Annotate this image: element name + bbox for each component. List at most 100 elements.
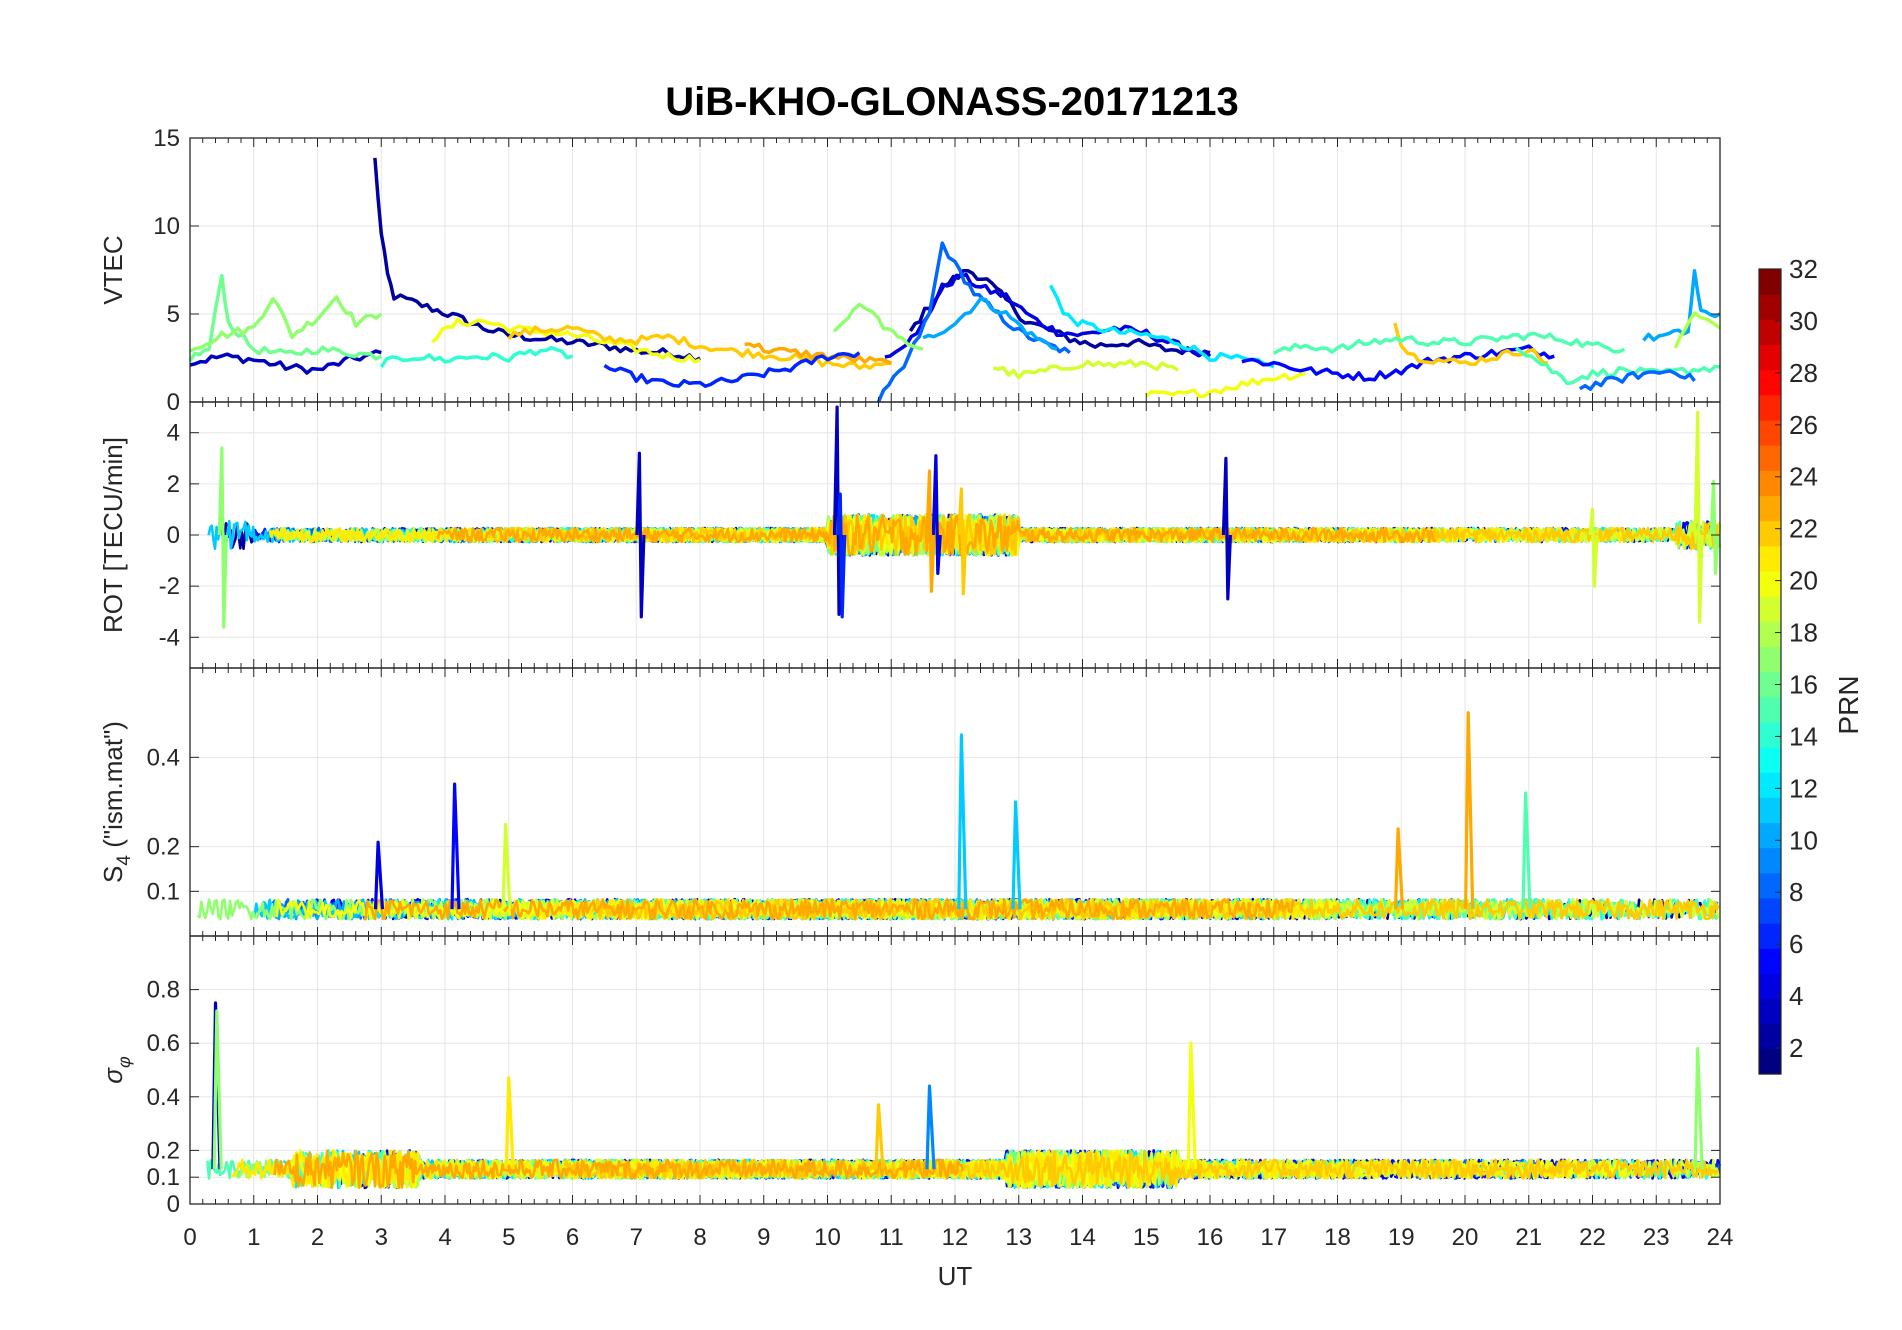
colorbar-tick-label: 32 bbox=[1789, 254, 1818, 284]
spike-prn-23 bbox=[1393, 827, 1405, 910]
series-prn-23 bbox=[363, 897, 1296, 921]
vtec-series-prn-19 bbox=[992, 358, 1180, 380]
y-axis-label: S4 ("ism.mat") bbox=[98, 721, 135, 883]
spike-prn-17 bbox=[1693, 1047, 1704, 1170]
colorbar-tick-label: 12 bbox=[1789, 773, 1818, 803]
x-tick-label: 18 bbox=[1324, 1224, 1351, 1251]
spike-prn-22 bbox=[957, 487, 968, 596]
vtec-series-prn-23 bbox=[744, 342, 893, 365]
colorbar-tick-label: 26 bbox=[1789, 410, 1818, 440]
spike-prn-22 bbox=[874, 1103, 885, 1170]
colorbar-segment bbox=[1759, 319, 1781, 346]
x-tick-label: 7 bbox=[630, 1224, 643, 1251]
y-tick-label: 0.2 bbox=[147, 1137, 180, 1164]
vtec-series-prn-14 bbox=[379, 345, 573, 369]
vtec-series-prn-10 bbox=[922, 297, 1058, 351]
colorbar-tick-label: 22 bbox=[1789, 514, 1818, 544]
colorbar-tick-label: 30 bbox=[1789, 306, 1818, 336]
y-axis-label: VTEC bbox=[98, 235, 128, 304]
colorbar-tick-label: 28 bbox=[1789, 358, 1818, 388]
y-tick-label: 2 bbox=[167, 471, 180, 498]
spike-prn-19 bbox=[501, 822, 512, 910]
spike-prn-5 bbox=[450, 782, 461, 910]
colorbar-segment bbox=[1759, 470, 1781, 497]
y-tick-label: 0.1 bbox=[147, 878, 180, 905]
spike-prn-23 bbox=[1464, 711, 1475, 910]
y-tick-label: 0 bbox=[167, 389, 180, 416]
colorbar-segment bbox=[1759, 721, 1781, 748]
x-tick-label: 15 bbox=[1133, 1224, 1160, 1251]
y-tick-label: 0.4 bbox=[147, 744, 180, 771]
x-tick-label: 22 bbox=[1579, 1224, 1606, 1251]
x-tick-label: 6 bbox=[566, 1224, 579, 1251]
spike-prn-6 bbox=[836, 492, 847, 619]
spike-prn-11 bbox=[1011, 800, 1022, 910]
x-axis: 0 1 2 3 4 5 6 7 8 9 10 11 12 13 14 15 16 17 18 19 20 21 22 23 24 bbox=[183, 1224, 1733, 1251]
sigma-phi-panel: 00.10.2 0.4 0.6 0.8 σφ bbox=[98, 935, 1722, 1218]
vtec-series-prn-20 bbox=[431, 317, 701, 364]
colorbar-tick-label: 2 bbox=[1789, 1033, 1803, 1063]
rot-panel: -4 -2 0 2 4 ROT [TECU/min] bbox=[98, 401, 1722, 669]
colorbar-tick-label: 6 bbox=[1789, 929, 1803, 959]
colorbar-tick-label: 16 bbox=[1789, 669, 1818, 699]
colorbar-segment bbox=[1759, 923, 1781, 949]
colorbar-segment bbox=[1759, 344, 1781, 371]
y-tick-label: -2 bbox=[159, 573, 180, 600]
x-tick-label: 0 bbox=[183, 1224, 196, 1251]
colorbar-segment bbox=[1759, 394, 1781, 421]
y-tick-label: 0.2 bbox=[147, 834, 180, 861]
x-tick-label: 10 bbox=[814, 1224, 841, 1251]
spike-prn-19 bbox=[1588, 507, 1599, 588]
series-prn-23 bbox=[273, 1149, 965, 1189]
colorbar-tick-label: 4 bbox=[1789, 981, 1803, 1011]
y-tick-label: -4 bbox=[159, 624, 180, 651]
colorbar-segment bbox=[1759, 269, 1781, 295]
y-tick-label: 5 bbox=[167, 301, 180, 328]
spike-prn-3 bbox=[635, 451, 646, 619]
colorbar-segment bbox=[1759, 696, 1781, 723]
spike-prn-4 bbox=[373, 840, 385, 910]
x-tick-label: 13 bbox=[1005, 1224, 1032, 1251]
colorbar-tick-label: 18 bbox=[1789, 618, 1818, 648]
x-axis-label: UT bbox=[938, 1261, 973, 1291]
colorbar-segment bbox=[1759, 772, 1781, 798]
y-tick-label: 0.8 bbox=[147, 977, 180, 1004]
vtec-series-prn-18 bbox=[1673, 311, 1722, 349]
colorbar-segment bbox=[1759, 847, 1781, 874]
vtec-series-prn-17 bbox=[832, 302, 924, 351]
y-tick-label: 10 bbox=[153, 213, 180, 240]
x-tick-label: 19 bbox=[1388, 1224, 1415, 1251]
colorbar-tick-label: 10 bbox=[1789, 825, 1818, 855]
spike-prn-3 bbox=[1221, 456, 1232, 601]
colorbar-segment bbox=[1759, 545, 1781, 572]
x-tick-label: 23 bbox=[1643, 1224, 1670, 1251]
x-tick-label: 9 bbox=[757, 1224, 770, 1251]
colorbar-tick-label: 8 bbox=[1789, 877, 1803, 907]
y-tick-label: 15 bbox=[153, 125, 180, 152]
colorbar-segment bbox=[1759, 419, 1781, 446]
x-tick-label: 1 bbox=[247, 1224, 260, 1251]
x-tick-label: 11 bbox=[879, 1224, 904, 1251]
y-tick-label: 0 bbox=[167, 522, 180, 549]
y-axis-label: ROT [TECU/min] bbox=[98, 437, 128, 633]
colorbar-tick-label: 24 bbox=[1789, 462, 1818, 492]
spike-prn-17 bbox=[1709, 479, 1720, 575]
spike-prn-11 bbox=[957, 733, 968, 910]
vtec-series-prn-17 bbox=[189, 295, 383, 353]
colorbar-segment bbox=[1759, 646, 1781, 673]
chart-title: UiB-KHO-GLONASS-20171213 bbox=[665, 80, 1239, 124]
vtec-series-prn-10 bbox=[1642, 269, 1721, 342]
colorbar-segment bbox=[1759, 671, 1781, 698]
colorbar-segment bbox=[1759, 1023, 1781, 1050]
x-tick-label: 16 bbox=[1197, 1224, 1224, 1251]
vtec-series-prn-8 bbox=[1578, 369, 1696, 391]
colorbar-segment bbox=[1759, 897, 1781, 924]
colorbar-label: PRN bbox=[1833, 675, 1864, 734]
colorbar-segment bbox=[1759, 998, 1781, 1025]
spike-prn-9 bbox=[925, 1084, 936, 1170]
colorbar-segment bbox=[1759, 621, 1781, 647]
colorbar-tick-label: 20 bbox=[1789, 566, 1818, 596]
colorbar-segment bbox=[1759, 1048, 1781, 1075]
colorbar-segment bbox=[1759, 797, 1781, 824]
